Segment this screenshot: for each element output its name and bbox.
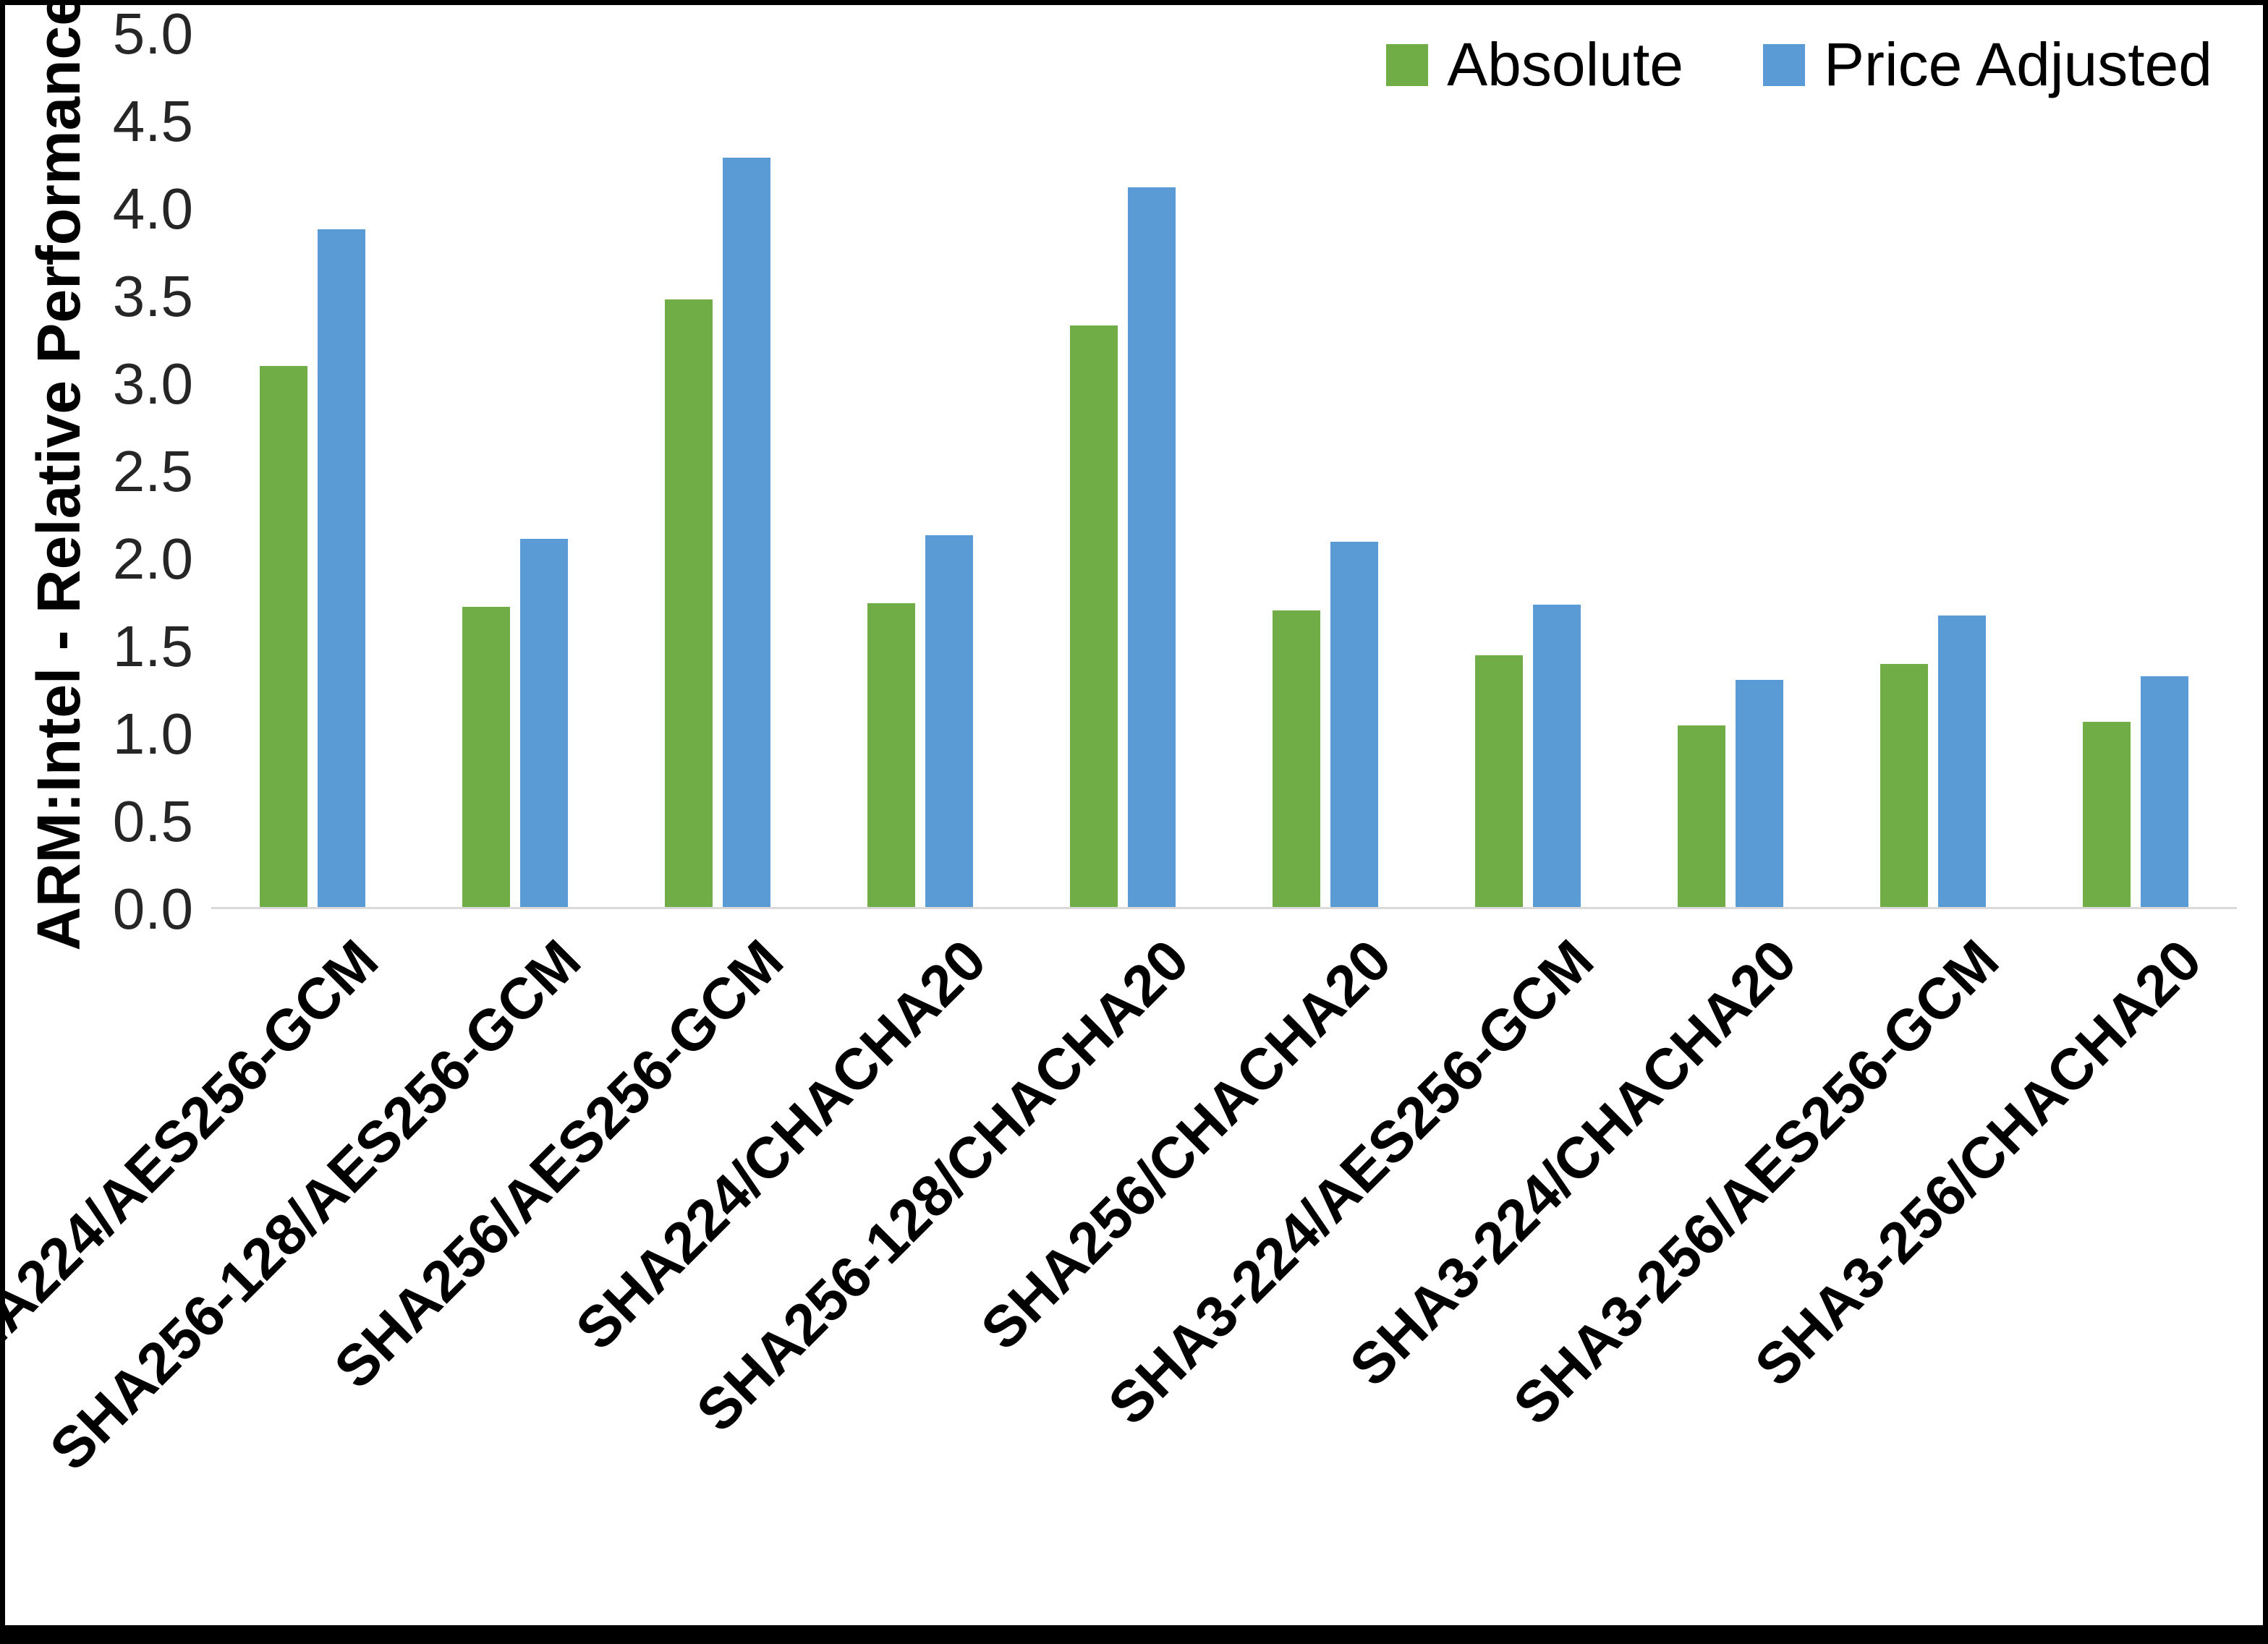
y-tick-label: 3.5 xyxy=(112,264,193,328)
bar-group xyxy=(1022,34,1224,907)
bar-price-adjusted xyxy=(318,229,365,907)
x-axis-labels: SHA224/AES256-GCM SHA256-128/AES256-GCM SH… xyxy=(5,918,2237,1554)
bar-group xyxy=(1832,34,2034,907)
bar-price-adjusted xyxy=(2141,676,2188,907)
x-category-label: SHA256/CHACHA20 xyxy=(968,927,1403,1362)
bar-group xyxy=(1629,34,1832,907)
bar-absolute xyxy=(867,602,915,907)
bar-price-adjusted xyxy=(1736,680,1783,907)
bar-absolute xyxy=(462,606,510,907)
y-tick-label: 4.5 xyxy=(112,89,193,153)
bar-price-adjusted xyxy=(1938,615,1986,907)
y-tick-label: 5.0 xyxy=(112,1,193,66)
legend: Absolute Price Adjusted xyxy=(1386,30,2212,100)
y-tick-label: 4.0 xyxy=(112,176,193,241)
bar-group xyxy=(616,34,819,907)
bar-absolute xyxy=(1880,664,1928,907)
bar-absolute xyxy=(1070,325,1118,907)
bar-absolute xyxy=(260,365,307,907)
y-tick-label: 1.0 xyxy=(112,702,193,766)
bar-price-adjusted xyxy=(1330,542,1378,907)
y-tick-label: 0.0 xyxy=(112,877,193,941)
legend-item: Absolute xyxy=(1386,30,1683,100)
legend-label: Price Adjusted xyxy=(1824,30,2212,98)
y-tick-label: 1.5 xyxy=(112,614,193,678)
legend-swatch-icon xyxy=(1763,43,1806,86)
legend-label: Absolute xyxy=(1447,30,1684,98)
bar-price-adjusted xyxy=(723,158,770,907)
bar-group xyxy=(211,34,414,907)
legend-swatch-icon xyxy=(1386,43,1429,86)
bar-price-adjusted xyxy=(520,538,568,907)
y-tick-label: 0.5 xyxy=(112,789,193,853)
y-axis-title: ARM:Intel - Relative Performance xyxy=(24,0,93,951)
y-axis-ticks: 0.0 0.5 1.0 1.5 2.0 2.5 3.0 3.5 4.0 4.5 5.0 xyxy=(85,5,193,938)
plot-area xyxy=(211,34,2237,909)
bar-group xyxy=(819,34,1022,907)
bar-group xyxy=(2034,34,2237,907)
bar-group xyxy=(414,34,616,907)
bar-absolute xyxy=(1475,655,1523,907)
bar-price-adjusted xyxy=(1533,605,1581,907)
bar-absolute xyxy=(1273,610,1320,907)
bar-price-adjusted xyxy=(1128,187,1176,907)
bar-group xyxy=(1224,34,1427,907)
bar-absolute xyxy=(665,299,713,907)
bar-absolute xyxy=(1678,725,1725,907)
bar-absolute xyxy=(2083,722,2131,907)
bar-price-adjusted xyxy=(925,534,973,907)
legend-item: Price Adjusted xyxy=(1763,30,2212,100)
y-tick-label: 3.0 xyxy=(112,352,193,416)
x-category-label: SHA224/CHACHA20 xyxy=(563,927,998,1362)
y-tick-label: 2.5 xyxy=(112,439,193,503)
y-tick-label: 2.0 xyxy=(112,527,193,591)
bar-group xyxy=(1427,34,1629,907)
